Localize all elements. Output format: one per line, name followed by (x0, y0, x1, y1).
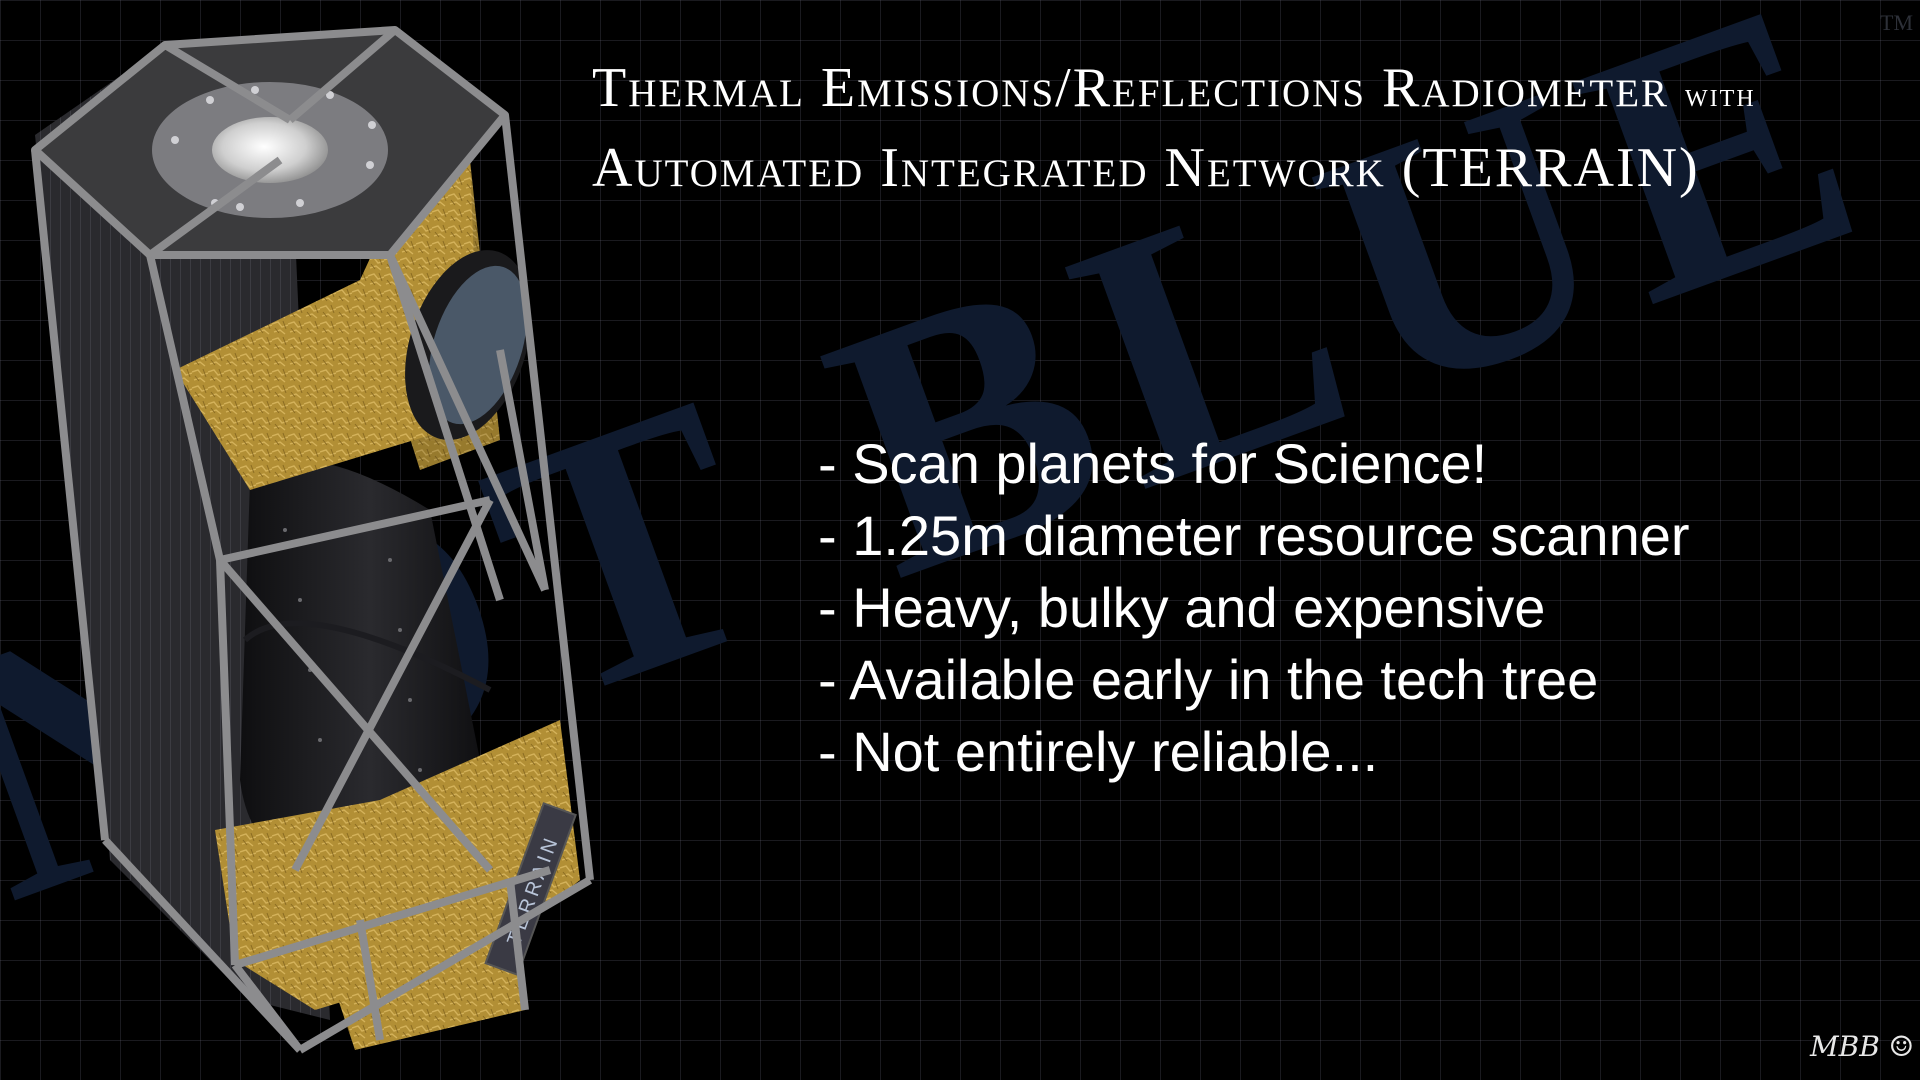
trademark-mark: TM (1880, 10, 1913, 35)
page-title: Thermal Emissions/Reflections Radiometer… (592, 52, 1912, 204)
feature-item: - Not entirely reliable... (818, 720, 1379, 783)
top-bolts (171, 86, 376, 211)
feature-item: - Heavy, bulky and expensive (818, 576, 1546, 639)
feature-item: - Available early in the tech tree (818, 648, 1599, 711)
title-line-1-main: Thermal Emissions/Reflections Radiometer (592, 57, 1670, 119)
feature-list: - Scan planets for Science! - 1.25m diam… (818, 428, 1690, 788)
feature-item: - Scan planets for Science! (818, 432, 1488, 495)
signature: MBB ☺ (1810, 1030, 1914, 1063)
title-line-2: Automated Integrated Network (TERRAIN) (592, 137, 1700, 199)
feature-item: - 1.25m diameter resource scanner (818, 504, 1690, 567)
truss-frame (31, 26, 594, 1054)
top-dish (212, 117, 328, 183)
title-line-1: Thermal Emissions/Reflections Radiometer… (592, 52, 1912, 132)
terrain-scanner-model: TERRAIN (31, 26, 594, 1054)
title-line-1-suffix: with (1685, 77, 1756, 114)
